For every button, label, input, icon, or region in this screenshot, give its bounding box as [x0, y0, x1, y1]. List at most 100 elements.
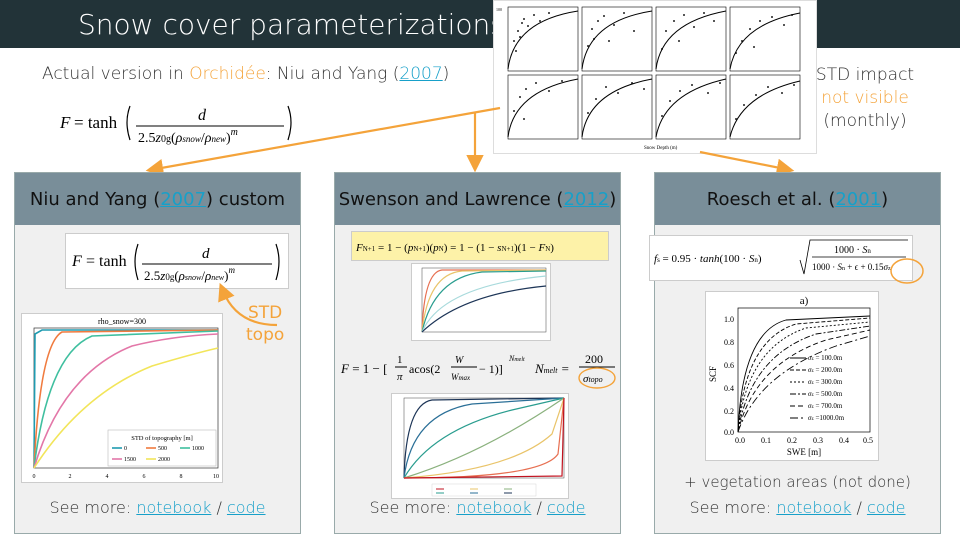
std-impact-line2: not visible — [821, 88, 909, 108]
svg-text:= tanh: = tanh — [86, 253, 127, 270]
see-more-label: See more: — [369, 498, 457, 517]
panel-header: Swenson and Lawrence (2012) — [335, 173, 620, 225]
svg-text:Nmelt: Nmelt — [508, 354, 525, 363]
svg-text:σz = 500.0m: σz = 500.0m — [808, 390, 843, 398]
see-more-label: See more: — [49, 498, 137, 517]
svg-text:1000 · Sn + ϵ + 0.15σz: 1000 · Sn + ϵ + 0.15σz — [812, 262, 891, 272]
plot3-legend-3: = 500.0m — [815, 390, 842, 398]
roesch-sigma-highlight — [890, 258, 924, 284]
plot3-xlabel: SWE [m] — [787, 447, 821, 457]
xtick: 6 — [143, 474, 146, 480]
notebook-link[interactable]: notebook — [456, 498, 532, 517]
ytick: 1.0 — [724, 315, 734, 324]
plot1-title: rho_snow=300 — [98, 317, 146, 326]
xtick: 0.3 — [813, 436, 823, 445]
svg-text:σz = 100.0m: σz = 100.0m — [808, 354, 843, 362]
plot3-legend-1: = 200.0m — [815, 366, 842, 374]
niu-yang-plot: rho_snow=300 STD of topography [m] 0 500… — [21, 313, 223, 483]
xtick: 0.5 — [863, 436, 873, 445]
std-topo-line2: topo — [246, 325, 285, 345]
slide-title: Snow cover parameterizations — [78, 8, 505, 41]
legend-500: 500 — [158, 446, 167, 452]
xtick: 0 — [33, 474, 36, 480]
xtick: 0.1 — [761, 436, 771, 445]
svg-text:F: F — [71, 253, 82, 270]
notebook-link[interactable]: notebook — [136, 498, 212, 517]
xtick: 4 — [106, 474, 109, 480]
xtick: 0.0 — [735, 436, 745, 445]
panel-header: Niu and Yang (2007) custom — [15, 173, 300, 225]
svg-text:Nmelt =: Nmelt = — [534, 361, 569, 376]
code-link[interactable]: code — [866, 498, 906, 517]
swenson-plot-1 — [411, 263, 551, 341]
code-link[interactable]: code — [546, 498, 586, 517]
plot3-title: a) — [800, 295, 809, 307]
svg-text:F: F — [59, 113, 71, 132]
svg-text:fs = 0.95 · tanh(100 · Sn): fs = 0.95 · tanh(100 · Sn) — [654, 253, 762, 265]
see-more: See more: notebook / code — [15, 498, 300, 517]
xtick: 2 — [69, 474, 72, 480]
legend-1500: 1500 — [124, 457, 136, 463]
subtitle: Actual version in Orchidée: Niu and Yang… — [42, 64, 449, 84]
notebook-link[interactable]: notebook — [776, 498, 852, 517]
scf-scatter-grid-image: 100 Snow Depth (m) — [493, 0, 817, 154]
svg-text:1000 · Sn: 1000 · Sn — [834, 245, 871, 256]
xtick: 8 — [180, 474, 183, 480]
subtitle-model: Orchidée — [189, 64, 266, 84]
ytick: 0.8 — [724, 338, 734, 347]
swenson-formula-1: FN+1 = 1 − (pN+1)(pN) = 1 − (1 − sN+1)(1… — [351, 231, 609, 261]
panel-title-pre: Roesch et al. ( — [706, 188, 836, 210]
subtitle-rest: : Niu and Yang ( — [265, 64, 400, 84]
subtitle-year-link[interactable]: 2007 — [399, 64, 443, 84]
plot3-legend-2: = 300.0m — [815, 378, 842, 386]
svg-text:− 1)]: − 1)] — [479, 362, 503, 376]
svg-text:Wmax: Wmax — [451, 372, 471, 382]
panel-title-post: ) — [881, 188, 889, 210]
std-impact-note: STD impact not visible (monthly) — [800, 64, 930, 133]
subtitle-prefix: Actual version in — [42, 64, 190, 84]
panel-year-link[interactable]: 2007 — [160, 188, 207, 210]
svg-text:2.5z0g(ρsnow/ρnew)m: 2.5z0g(ρsnow/ρnew)m — [138, 127, 238, 146]
main-formula: F = tanh d 2.5z0g(ρsnow/ρnew)m — [59, 105, 292, 146]
panel-roesch: Roesch et al. (2001) fs = 0.95 · tanh(10… — [649, 172, 941, 534]
link-sep: / — [851, 498, 867, 517]
plot3-legend-4: = 700.0m — [815, 402, 842, 410]
xtick: 0.4 — [839, 436, 849, 445]
see-more: See more: notebook / code — [335, 498, 620, 517]
link-sep: / — [211, 498, 227, 517]
vegetation-note: + vegetation areas (not done) — [684, 473, 911, 491]
svg-text:σz = 200.0m: σz = 200.0m — [808, 366, 843, 374]
see-more-label: See more: — [689, 498, 777, 517]
roesch-plot: a) SCF 1.0 0.8 0.6 0.4 0.2 0.0 0.0 0.1 0… — [705, 291, 879, 461]
plot1-legend-title: STD of topography [m] — [131, 435, 193, 442]
swenson-formula-2: F = 1 − [ 1 π acos(2 W Wmax − 1)] Nmelt Nm… — [340, 352, 616, 389]
ytick: 0.6 — [724, 361, 734, 370]
arrow-right — [699, 150, 795, 177]
plot3-ylabel: SCF — [708, 366, 718, 382]
panel-swenson-lawrence: Swenson and Lawrence (2012) FN+1 = 1 − (… — [334, 172, 621, 534]
ytick: 0.2 — [724, 407, 734, 416]
svg-text:π: π — [397, 371, 403, 383]
subtitle-close: ) — [442, 64, 450, 84]
std-impact-line3: (monthly) — [823, 111, 907, 131]
svg-text:d: d — [202, 246, 210, 262]
svg-text:d: d — [198, 107, 207, 124]
panel-title-post: ) — [609, 188, 617, 210]
svg-text:σz =1000.0m: σz =1000.0m — [808, 414, 845, 422]
plot3-legend-0: = 100.0m — [815, 354, 842, 362]
legend-1000: 1000 — [192, 446, 204, 452]
code-link[interactable]: code — [226, 498, 266, 517]
panel-year-link[interactable]: 2012 — [563, 188, 610, 210]
xtick: 10 — [213, 474, 219, 480]
svg-text:F = 1 − [: F = 1 − [ — [340, 361, 387, 376]
legend-0: 0 — [124, 446, 127, 452]
std-topo-line1: STD — [248, 303, 283, 323]
svg-text:= tanh: = tanh — [74, 113, 118, 132]
panel-title-post: ) custom — [206, 188, 286, 210]
panel-year-link[interactable]: 2001 — [835, 188, 882, 210]
svg-text:200: 200 — [585, 352, 603, 366]
ytick: 0.4 — [724, 384, 734, 393]
plot3-legend-5: =1000.0m — [815, 414, 844, 422]
svg-text:1: 1 — [397, 354, 403, 366]
std-topo-callout-curve — [218, 282, 278, 327]
